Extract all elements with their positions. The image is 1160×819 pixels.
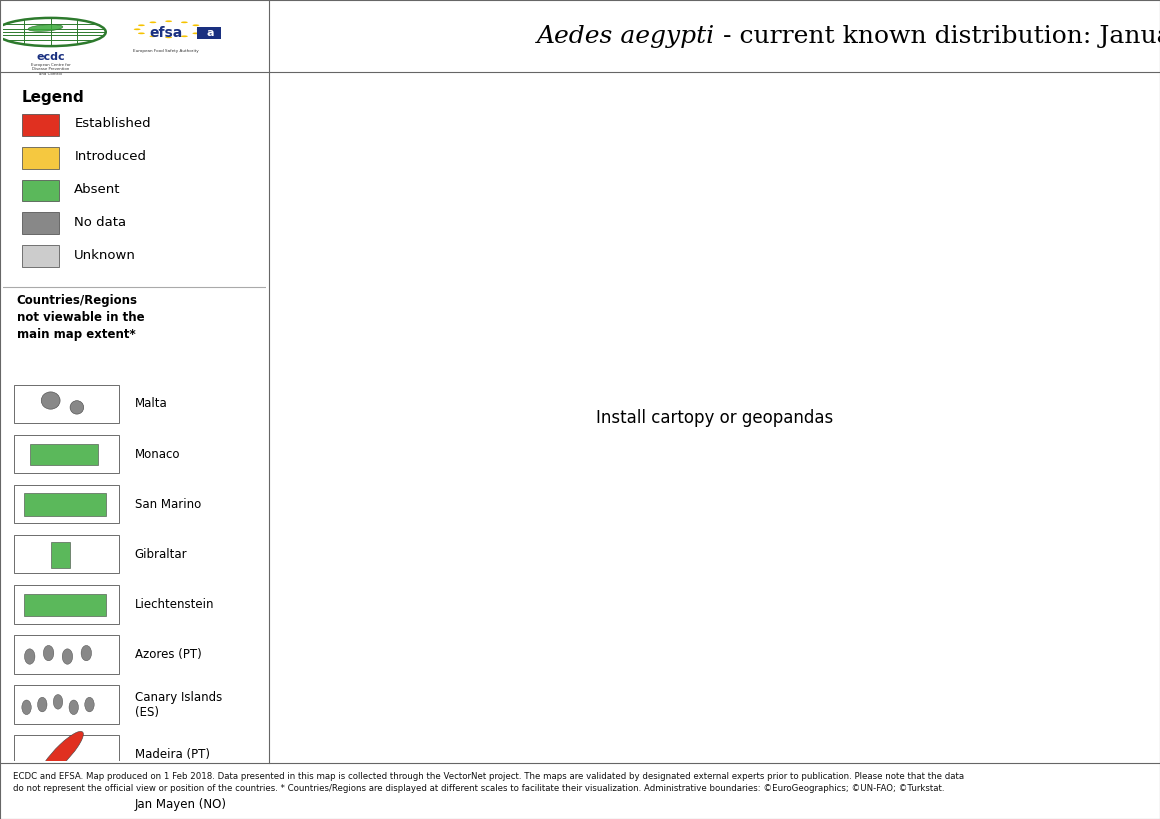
Text: Absent: Absent — [74, 183, 121, 197]
Text: Aedes aegypti: Aedes aegypti — [536, 25, 715, 48]
Circle shape — [133, 29, 140, 30]
Ellipse shape — [37, 697, 48, 712]
Circle shape — [165, 37, 172, 38]
Text: a: a — [206, 28, 213, 38]
Ellipse shape — [39, 731, 84, 778]
Circle shape — [181, 21, 188, 23]
FancyBboxPatch shape — [24, 594, 107, 616]
Circle shape — [138, 33, 145, 34]
Ellipse shape — [28, 25, 63, 31]
Text: Liechtenstein: Liechtenstein — [135, 598, 215, 611]
FancyBboxPatch shape — [14, 385, 118, 423]
FancyBboxPatch shape — [22, 246, 58, 267]
Ellipse shape — [24, 649, 35, 664]
FancyBboxPatch shape — [51, 541, 70, 568]
FancyBboxPatch shape — [14, 435, 118, 473]
Circle shape — [193, 33, 200, 34]
Circle shape — [150, 21, 157, 23]
Text: Unknown: Unknown — [74, 249, 136, 262]
Text: Monaco: Monaco — [135, 447, 180, 460]
Ellipse shape — [43, 645, 53, 661]
Circle shape — [181, 35, 188, 37]
Text: No data: No data — [74, 216, 126, 229]
FancyBboxPatch shape — [14, 535, 118, 573]
FancyBboxPatch shape — [14, 686, 118, 724]
Ellipse shape — [53, 695, 63, 709]
Text: Canary Islands
(ES): Canary Islands (ES) — [135, 690, 222, 718]
Text: Madeira (PT): Madeira (PT) — [135, 749, 210, 761]
Text: European Food Safety Authority: European Food Safety Authority — [133, 49, 198, 53]
FancyBboxPatch shape — [14, 735, 118, 774]
Circle shape — [150, 35, 157, 37]
Text: - current known distribution: January 2018: - current known distribution: January 20… — [715, 25, 1160, 48]
Circle shape — [193, 25, 200, 26]
FancyBboxPatch shape — [22, 147, 58, 169]
Ellipse shape — [63, 649, 73, 664]
Text: San Marino: San Marino — [135, 498, 201, 511]
Circle shape — [138, 25, 145, 26]
FancyBboxPatch shape — [197, 27, 222, 38]
FancyBboxPatch shape — [24, 493, 107, 516]
Text: Install cartopy or geopandas: Install cartopy or geopandas — [596, 409, 833, 427]
Text: efsa: efsa — [150, 25, 182, 39]
FancyBboxPatch shape — [22, 179, 58, 201]
Circle shape — [197, 29, 203, 30]
FancyBboxPatch shape — [14, 636, 118, 674]
Circle shape — [165, 20, 172, 22]
Text: ECDC and EFSA. Map produced on 1 Feb 2018. Data presented in this map is collect: ECDC and EFSA. Map produced on 1 Feb 201… — [13, 771, 964, 794]
Text: Legend: Legend — [22, 89, 85, 105]
Text: Gibraltar: Gibraltar — [135, 548, 187, 561]
Text: Countries/Regions
not viewable in the
main map extent*: Countries/Regions not viewable in the ma… — [16, 294, 144, 342]
Ellipse shape — [42, 391, 60, 410]
FancyBboxPatch shape — [14, 585, 118, 623]
Text: Malta: Malta — [135, 397, 167, 410]
FancyBboxPatch shape — [30, 444, 97, 465]
Text: Azores (PT): Azores (PT) — [135, 648, 202, 661]
Text: Introduced: Introduced — [74, 151, 146, 163]
Ellipse shape — [85, 697, 94, 712]
Text: Established: Established — [74, 117, 151, 130]
Ellipse shape — [68, 700, 79, 715]
FancyBboxPatch shape — [22, 114, 58, 136]
Ellipse shape — [22, 700, 31, 715]
FancyBboxPatch shape — [14, 785, 118, 819]
FancyBboxPatch shape — [14, 485, 118, 523]
Ellipse shape — [70, 400, 84, 414]
Ellipse shape — [34, 784, 89, 819]
Text: ecdc: ecdc — [36, 52, 65, 62]
Text: Jan Mayen (NO): Jan Mayen (NO) — [135, 799, 226, 812]
Text: European Centre for
Disease Prevention
and Control: European Centre for Disease Prevention a… — [31, 63, 71, 76]
Ellipse shape — [81, 645, 92, 661]
FancyBboxPatch shape — [22, 212, 58, 234]
